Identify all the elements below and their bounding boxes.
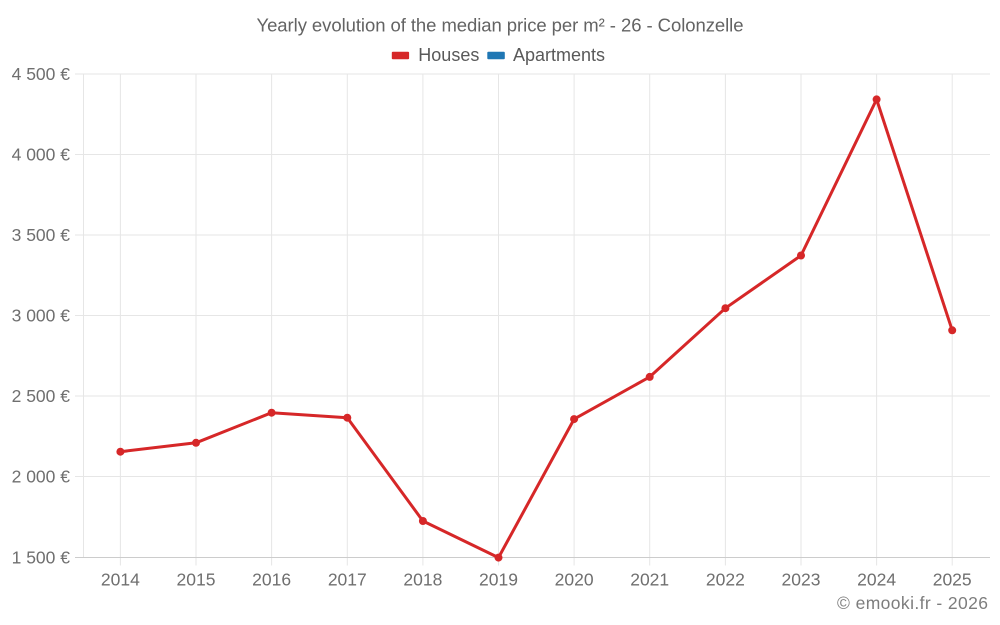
svg-text:2018: 2018	[403, 569, 442, 589]
svg-text:2020: 2020	[555, 569, 594, 589]
svg-text:2024: 2024	[857, 569, 896, 589]
svg-text:2014: 2014	[101, 569, 140, 589]
svg-text:2021: 2021	[630, 569, 669, 589]
svg-text:Apartments: Apartments	[513, 45, 605, 65]
svg-text:© emooki.fr - 2026: © emooki.fr - 2026	[837, 593, 988, 613]
svg-text:2023: 2023	[782, 569, 821, 589]
svg-text:2 500 €: 2 500 €	[12, 386, 71, 406]
svg-text:2 000 €: 2 000 €	[12, 467, 71, 487]
svg-text:4 000 €: 4 000 €	[12, 145, 71, 165]
svg-text:2015: 2015	[177, 569, 216, 589]
svg-text:1 500 €: 1 500 €	[12, 548, 71, 568]
svg-text:Houses: Houses	[418, 45, 479, 65]
svg-text:3 500 €: 3 500 €	[12, 225, 71, 245]
svg-text:2025: 2025	[933, 569, 972, 589]
svg-text:2016: 2016	[252, 569, 291, 589]
svg-text:4 500 €: 4 500 €	[12, 64, 71, 84]
svg-text:3 000 €: 3 000 €	[12, 306, 71, 326]
svg-text:2019: 2019	[479, 569, 518, 589]
svg-text:2022: 2022	[706, 569, 745, 589]
svg-text:Yearly evolution of the median: Yearly evolution of the median price per…	[257, 15, 744, 36]
svg-text:2017: 2017	[328, 569, 367, 589]
